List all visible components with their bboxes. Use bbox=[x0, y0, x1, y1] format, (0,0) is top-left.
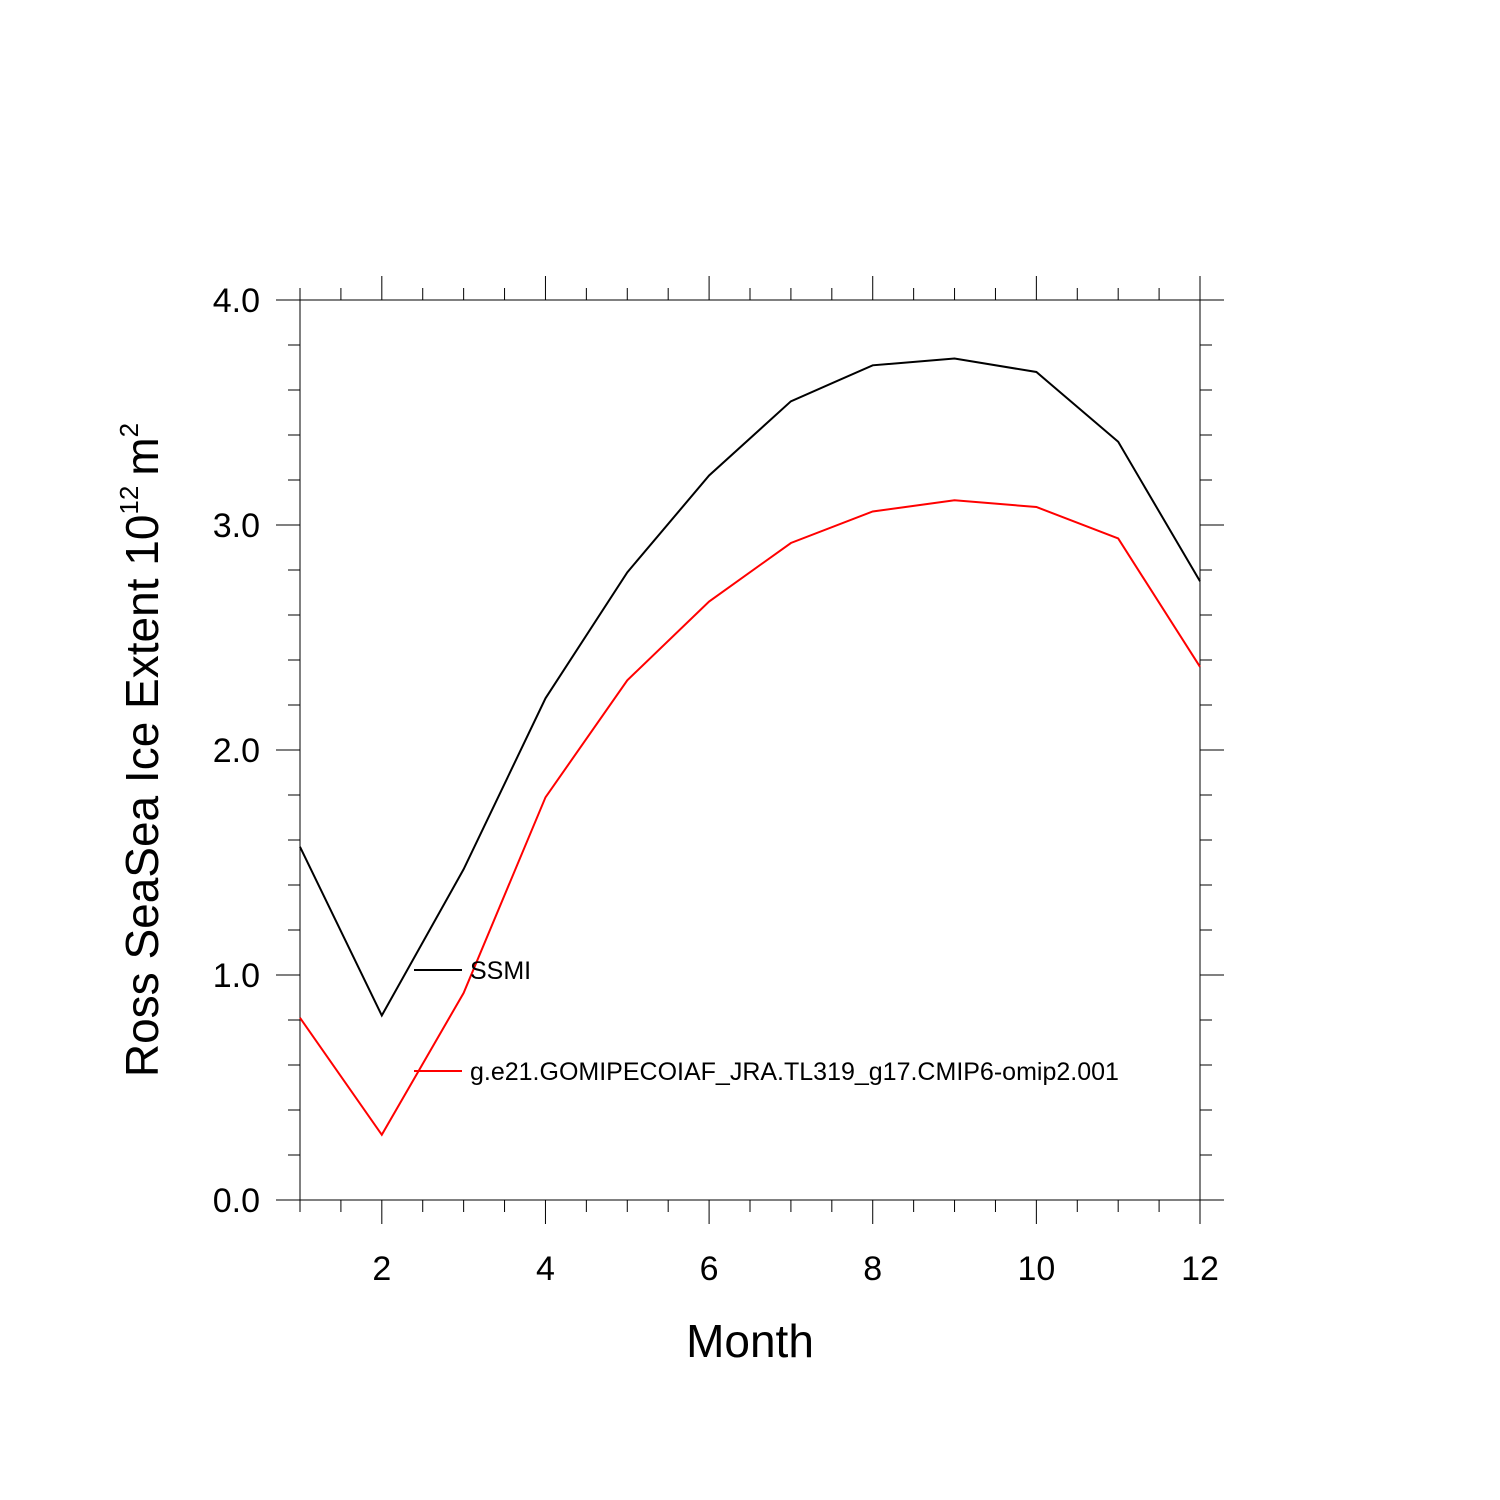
y-axis-title-unit-exponent: 2 bbox=[114, 423, 144, 437]
plot-frame bbox=[299, 299, 1201, 1201]
y-tick-label: 4.0 bbox=[213, 282, 260, 320]
legend-label: g.e21.GOMIPECOIAF_JRA.TL319_g17.CMIP6-om… bbox=[470, 1058, 1119, 1086]
x-tick-label: 6 bbox=[700, 1250, 719, 1288]
x-tick-label: 10 bbox=[1017, 1250, 1055, 1288]
series-line-ssmi bbox=[299, 357, 1201, 1018]
y-axis-title-main: Ross SeaSea Ice Extent 10 bbox=[116, 515, 168, 1078]
x-axis-title: Month bbox=[686, 1315, 814, 1367]
y-tick-label: 3.0 bbox=[213, 507, 260, 545]
y-tick-label: 1.0 bbox=[213, 957, 260, 995]
tick-labels: 2 4 6 8 10 12 0.0 1.0 2.0 3.0 4.0 bbox=[213, 282, 1219, 1288]
series-layer bbox=[299, 357, 1201, 1137]
x-tick-label: 12 bbox=[1181, 1250, 1219, 1288]
x-tick-label: 8 bbox=[863, 1250, 882, 1288]
y-axis-title: Ross SeaSea Ice Extent 1012 m2 bbox=[114, 423, 168, 1077]
x-tick-label: 2 bbox=[372, 1250, 391, 1288]
y-tick-label: 2.0 bbox=[213, 732, 260, 770]
legend-label: SSMI bbox=[470, 957, 531, 985]
minor-ticks bbox=[288, 288, 1212, 1212]
y-tick-label: 0.0 bbox=[213, 1182, 260, 1220]
series-line-model bbox=[299, 499, 1201, 1137]
y-axis-title-unit: m bbox=[116, 437, 168, 475]
y-axis-title-exponent: 12 bbox=[114, 486, 144, 515]
major-ticks bbox=[276, 276, 1224, 1224]
x-tick-label: 4 bbox=[536, 1250, 555, 1288]
legend: SSMI g.e21.GOMIPECOIAF_JRA.TL319_g17.CMIP… bbox=[414, 957, 1119, 1086]
